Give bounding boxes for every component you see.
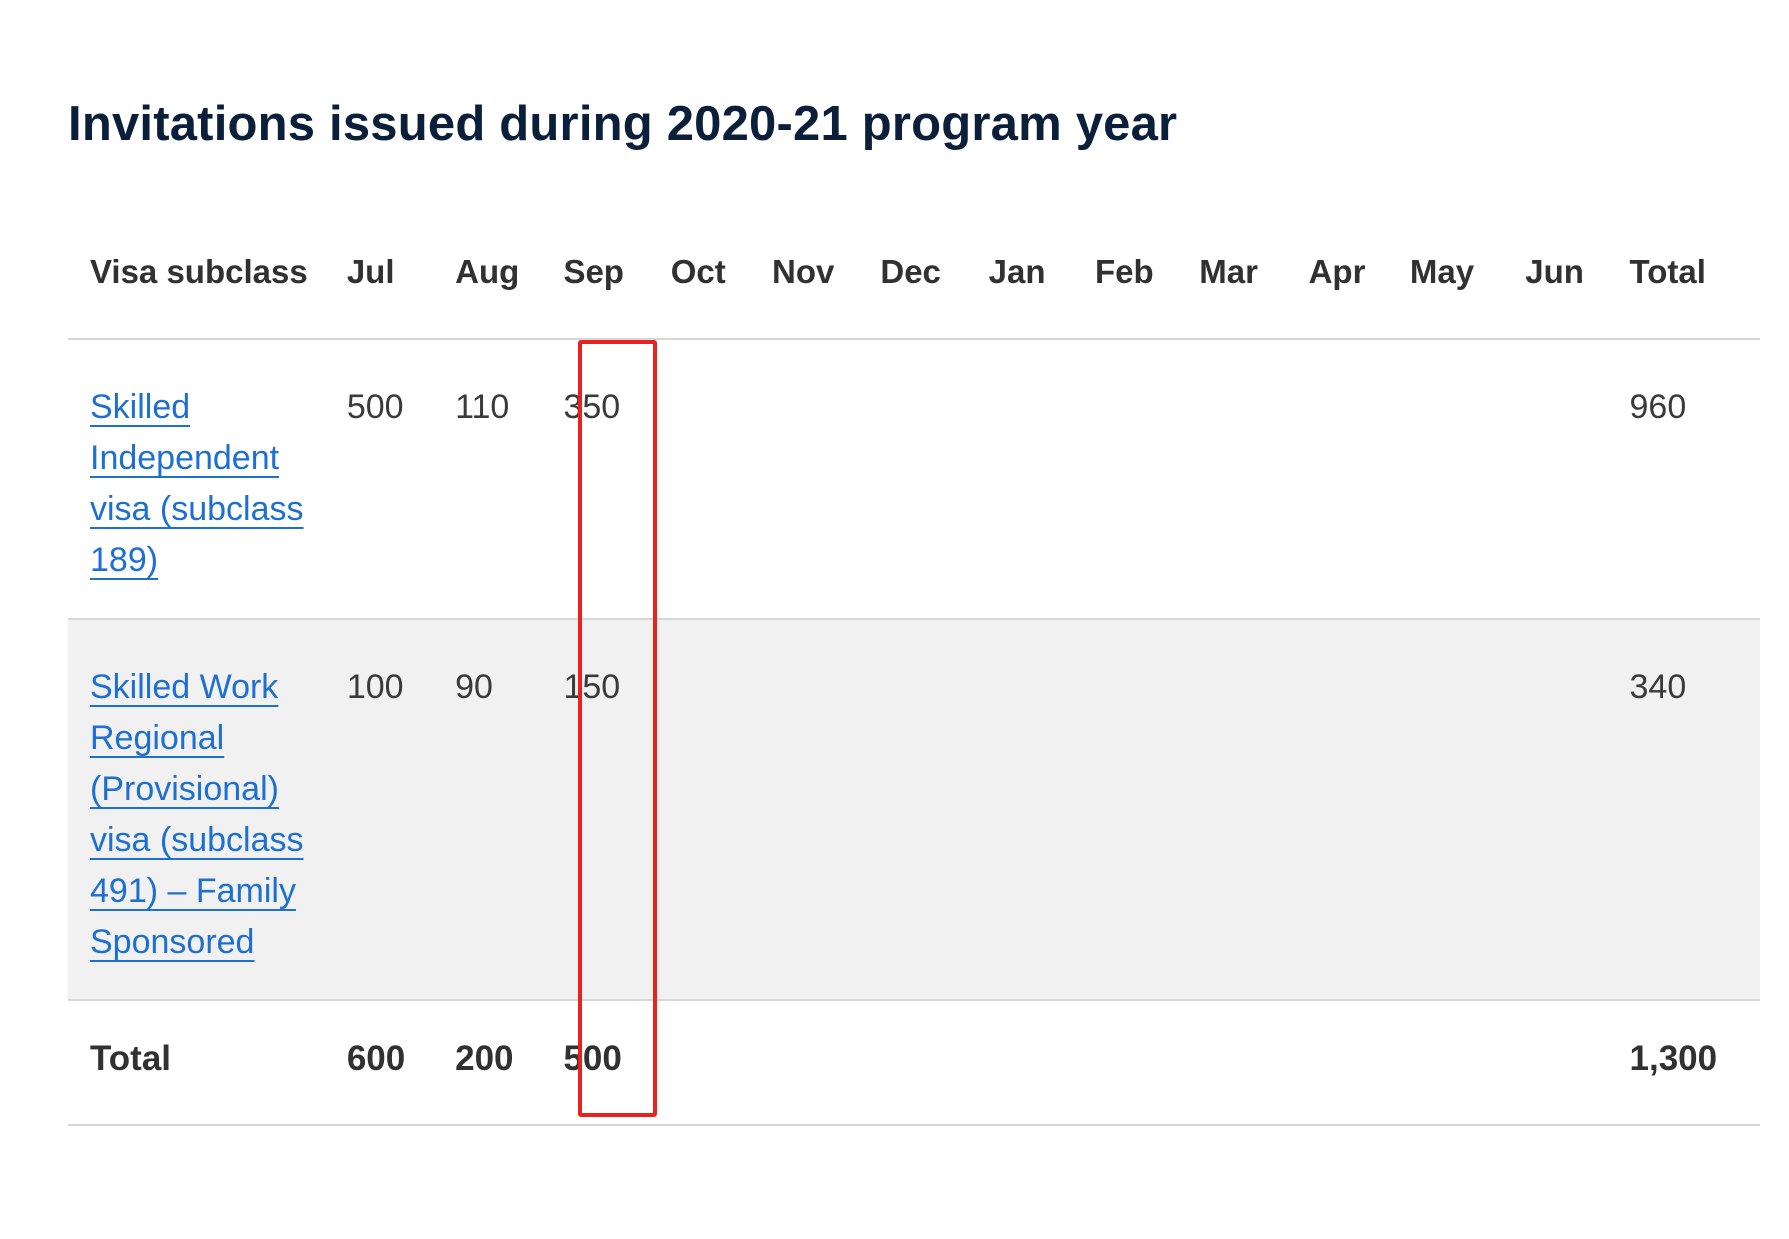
visa-link-subclass-491[interactable]: Skilled Work Regional (Provisional) visa… (90, 668, 304, 961)
cell-oct (670, 339, 773, 620)
total-row: Total 600 200 500 1,300 (68, 1000, 1760, 1126)
cell-jul: 100 (346, 619, 456, 1001)
header-visa-subclass: Visa subclass (68, 223, 347, 340)
cell-feb (1094, 619, 1200, 1001)
cell-mar (1199, 619, 1309, 1001)
cell-may (1409, 619, 1526, 1001)
cell-feb (1094, 339, 1200, 620)
total-jul: 600 (346, 1000, 456, 1126)
table-row: Skilled Independent visa (subclass 189) … (68, 339, 1760, 620)
table-row: Skilled Work Regional (Provisional) visa… (68, 619, 1760, 1001)
header-feb: Feb (1094, 223, 1200, 340)
header-row: Visa subclass Jul Aug Sep Oct Nov Dec Ja… (68, 223, 1760, 340)
header-jun: Jun (1525, 223, 1630, 340)
total-aug: 200 (455, 1000, 564, 1126)
header-mar: Mar (1199, 223, 1309, 340)
header-jul: Jul (346, 223, 456, 340)
cell-total: 340 (1629, 619, 1760, 1001)
cell-may (1409, 339, 1526, 620)
visa-cell: Skilled Independent visa (subclass 189) (68, 339, 347, 620)
cell-aug: 110 (455, 339, 564, 620)
visa-link-subclass-189[interactable]: Skilled Independent visa (subclass 189) (90, 388, 304, 579)
cell-aug: 90 (455, 619, 564, 1001)
header-aug: Aug (455, 223, 564, 340)
total-may (1409, 1000, 1526, 1126)
cell-jun (1525, 339, 1630, 620)
total-dec (880, 1000, 989, 1126)
page-title: Invitations issued during 2020-21 progra… (68, 97, 1178, 151)
cell-nov (772, 339, 881, 620)
header-sep: Sep (563, 223, 671, 340)
cell-nov (772, 619, 881, 1001)
grand-total: 1,300 (1629, 1000, 1760, 1126)
header-apr: Apr (1308, 223, 1410, 340)
visa-cell: Skilled Work Regional (Provisional) visa… (68, 619, 347, 1001)
total-nov (772, 1000, 881, 1126)
cell-apr (1308, 619, 1410, 1001)
header-may: May (1409, 223, 1526, 340)
header-dec: Dec (880, 223, 989, 340)
total-jan (988, 1000, 1095, 1126)
total-label: Total (68, 1000, 347, 1126)
invitations-table: Visa subclass Jul Aug Sep Oct Nov Dec Ja… (68, 223, 1760, 1126)
cell-total: 960 (1629, 339, 1760, 620)
total-apr (1308, 1000, 1410, 1126)
header-oct: Oct (670, 223, 773, 340)
cell-dec (880, 619, 989, 1001)
cell-jul: 500 (346, 339, 456, 620)
cell-oct (670, 619, 773, 1001)
total-oct (670, 1000, 773, 1126)
total-mar (1199, 1000, 1309, 1126)
cell-sep: 150 (563, 619, 671, 1001)
cell-mar (1199, 339, 1309, 620)
cell-apr (1308, 339, 1410, 620)
header-jan: Jan (988, 223, 1095, 340)
header-nov: Nov (772, 223, 881, 340)
cell-jan (988, 339, 1095, 620)
cell-sep: 350 (563, 339, 671, 620)
total-sep: 500 (563, 1000, 671, 1126)
total-feb (1094, 1000, 1200, 1126)
header-total: Total (1629, 223, 1760, 340)
cell-jan (988, 619, 1095, 1001)
cell-jun (1525, 619, 1630, 1001)
cell-dec (880, 339, 989, 620)
total-jun (1525, 1000, 1630, 1126)
